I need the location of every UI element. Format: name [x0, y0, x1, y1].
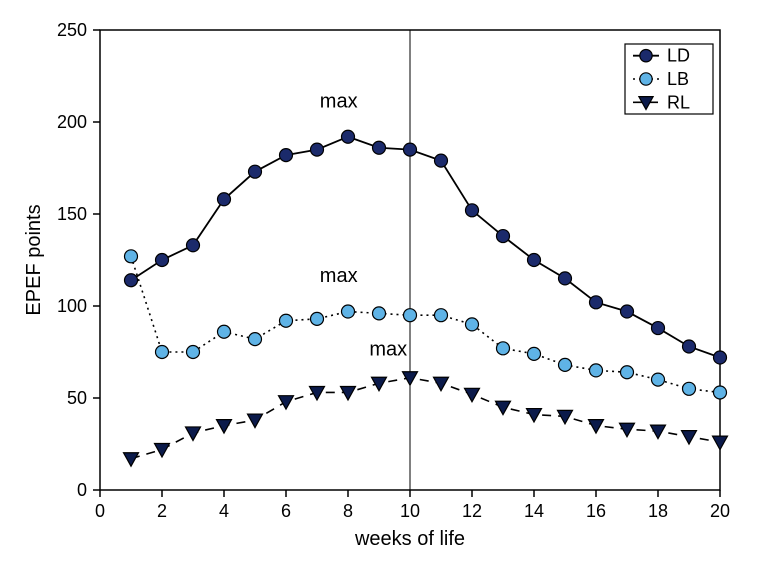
svg-text:8: 8: [343, 501, 353, 521]
svg-text:18: 18: [648, 501, 668, 521]
svg-text:50: 50: [67, 388, 87, 408]
svg-text:14: 14: [524, 501, 544, 521]
svg-text:max: max: [369, 339, 407, 361]
svg-text:16: 16: [586, 501, 606, 521]
svg-text:4: 4: [219, 501, 229, 521]
legend: LD LB RL: [625, 44, 713, 114]
svg-text:6: 6: [281, 501, 291, 521]
svg-text:10: 10: [400, 501, 420, 521]
svg-text:100: 100: [57, 296, 87, 316]
svg-text:20: 20: [710, 501, 730, 521]
svg-text:LD: LD: [667, 46, 690, 66]
svg-text:12: 12: [462, 501, 482, 521]
svg-text:2: 2: [157, 501, 167, 521]
svg-text:EPEF points: EPEF points: [23, 204, 45, 315]
svg-text:250: 250: [57, 20, 87, 40]
svg-text:weeks of life: weeks of life: [354, 528, 465, 550]
svg-text:150: 150: [57, 204, 87, 224]
svg-text:max: max: [320, 90, 358, 112]
svg-text:RL: RL: [667, 92, 690, 112]
chart-svg: 02468101214161820050100150200250weeks of…: [0, 0, 771, 572]
svg-text:LB: LB: [667, 69, 689, 89]
svg-text:0: 0: [95, 501, 105, 521]
svg-text:max: max: [320, 265, 358, 287]
chart-container: 02468101214161820050100150200250weeks of…: [0, 0, 771, 572]
svg-text:200: 200: [57, 112, 87, 132]
svg-text:0: 0: [77, 480, 87, 500]
